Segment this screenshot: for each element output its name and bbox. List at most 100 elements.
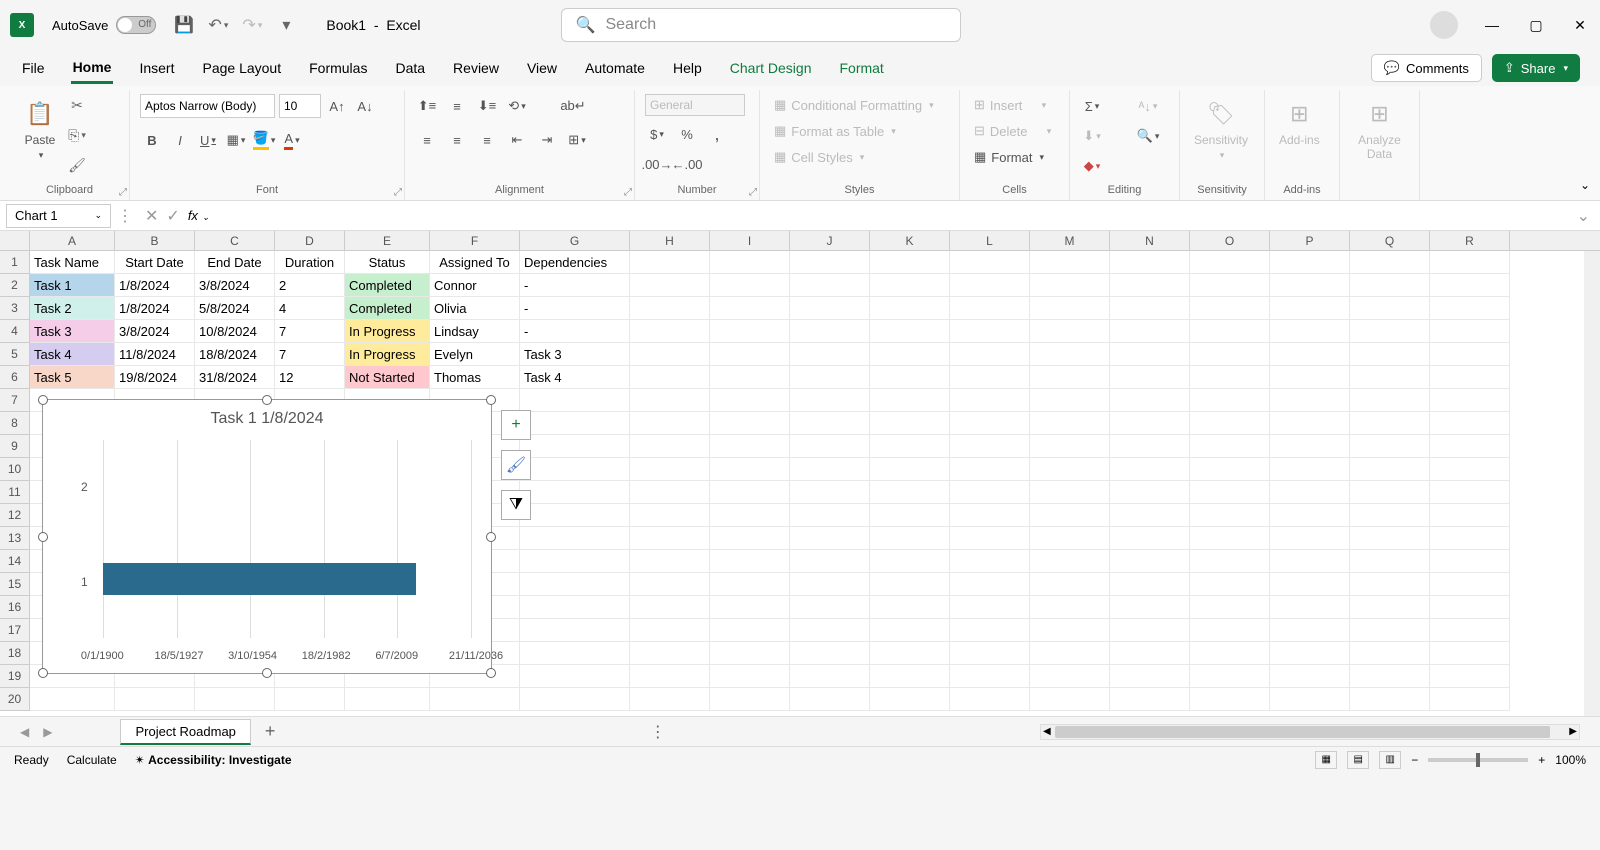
cell[interactable] [950,504,1030,527]
cell[interactable] [520,504,630,527]
cell[interactable] [1030,550,1110,573]
cell[interactable] [1350,573,1430,596]
cell[interactable] [1350,688,1430,711]
cell[interactable]: Task Name [30,251,115,274]
cell[interactable] [1270,619,1350,642]
cell[interactable] [520,458,630,481]
minimize-icon[interactable]: — [1482,15,1502,35]
cell[interactable]: Evelyn [430,343,520,366]
cell[interactable] [1190,389,1270,412]
name-box[interactable]: Chart 1 ⌄ [6,204,111,228]
zoom-level[interactable]: 100% [1555,753,1586,767]
cell[interactable] [870,297,950,320]
normal-view-icon[interactable]: ▦ [1315,751,1337,769]
cell[interactable] [790,458,870,481]
fill-icon[interactable]: ⬇▾ [1080,124,1104,148]
cell[interactable] [1190,251,1270,274]
cell[interactable] [950,389,1030,412]
cell[interactable] [710,504,790,527]
cell[interactable] [1430,343,1510,366]
align-middle-icon[interactable]: ≡ [445,94,469,118]
column-header[interactable]: P [1270,231,1350,250]
row-header[interactable]: 14 [0,550,30,573]
cell[interactable]: 7 [275,320,345,343]
cell[interactable]: 7 [275,343,345,366]
paste-button[interactable]: 📋 Paste ▾ [20,94,60,165]
cell[interactable] [1110,297,1190,320]
cell[interactable] [1030,458,1110,481]
cell[interactable] [1030,343,1110,366]
cell[interactable] [520,596,630,619]
cell[interactable] [520,688,630,711]
increase-indent-icon[interactable]: ⇥ [535,128,559,152]
fx-icon[interactable]: fx⌄ [188,208,210,223]
cell[interactable] [1190,596,1270,619]
redo-icon[interactable]: ↷▾ [242,15,262,35]
row-header[interactable]: 9 [0,435,30,458]
cell[interactable]: 2 [275,274,345,297]
cell[interactable] [790,573,870,596]
merge-icon[interactable]: ⊞▾ [565,128,589,152]
cell[interactable] [520,481,630,504]
tab-home[interactable]: Home [71,53,114,84]
cell[interactable] [1350,320,1430,343]
cell[interactable] [870,665,950,688]
align-bottom-icon[interactable]: ⬇≡ [475,94,499,118]
cell[interactable] [710,320,790,343]
cell[interactable] [1350,412,1430,435]
cell[interactable]: Status [345,251,430,274]
cell[interactable] [710,619,790,642]
cell[interactable] [630,527,710,550]
tab-automate[interactable]: Automate [583,54,647,82]
cell[interactable] [790,504,870,527]
cell[interactable] [1430,504,1510,527]
scroll-right-icon[interactable]: ▶ [1569,726,1577,737]
cell[interactable] [1030,251,1110,274]
cell[interactable]: Not Started [345,366,430,389]
cell[interactable] [790,412,870,435]
cell[interactable] [1190,297,1270,320]
clear-icon[interactable]: ◆▾ [1080,154,1104,178]
cell[interactable]: 12 [275,366,345,389]
cell[interactable] [1350,389,1430,412]
cell[interactable] [1350,274,1430,297]
cell[interactable] [870,366,950,389]
column-header[interactable]: Q [1350,231,1430,250]
font-name-select[interactable] [140,94,275,118]
cell[interactable] [1350,458,1430,481]
cell[interactable] [630,366,710,389]
cell[interactable] [630,481,710,504]
cell[interactable] [1110,504,1190,527]
column-header[interactable]: G [520,231,630,250]
tab-view[interactable]: View [525,54,559,82]
chart-styles-icon[interactable]: 🖌 [501,450,531,480]
cell[interactable] [1350,619,1430,642]
cell[interactable] [630,412,710,435]
cell[interactable] [790,366,870,389]
cell[interactable] [950,320,1030,343]
cancel-formula-icon[interactable]: ✕ [145,206,158,226]
cell[interactable] [630,665,710,688]
row-header[interactable]: 20 [0,688,30,711]
cell[interactable] [1030,481,1110,504]
cell[interactable]: 10/8/2024 [195,320,275,343]
cell[interactable] [630,504,710,527]
cell[interactable] [950,251,1030,274]
cell[interactable] [790,550,870,573]
cell[interactable] [790,642,870,665]
cell[interactable] [430,688,520,711]
cell[interactable] [870,527,950,550]
cell[interactable] [630,320,710,343]
increase-font-icon[interactable]: A↑ [325,94,349,118]
column-header[interactable]: B [115,231,195,250]
cell[interactable] [630,550,710,573]
cell[interactable] [1030,527,1110,550]
cell[interactable] [950,642,1030,665]
cell[interactable]: 1/8/2024 [115,297,195,320]
format-painter-icon[interactable]: 🖌 [66,154,88,176]
column-header[interactable]: H [630,231,710,250]
cell[interactable] [1190,458,1270,481]
cell[interactable] [710,343,790,366]
chart-elements-icon[interactable]: + [501,410,531,440]
cell[interactable] [1190,435,1270,458]
